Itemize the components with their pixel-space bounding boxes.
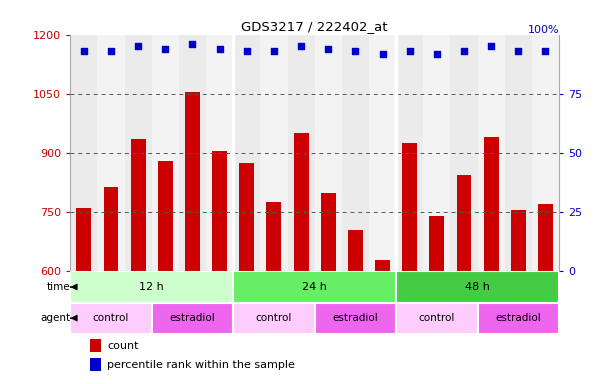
Bar (212, 151, 227, 384)
Bar (152, 35, 179, 271)
Bar (233, 303, 315, 334)
Bar (76, 208, 91, 384)
Bar (348, 230, 363, 384)
Text: time: time (47, 282, 71, 292)
Bar (396, 271, 559, 303)
Point (432, 50, 442, 56)
Bar (342, 35, 369, 271)
Bar (125, 35, 152, 271)
Text: estradiol: estradiol (170, 313, 215, 323)
Text: 12 h: 12 h (139, 282, 164, 292)
Bar (538, 204, 553, 384)
Text: percentile rank within the sample: percentile rank within the sample (107, 360, 295, 370)
Bar (206, 35, 233, 271)
Bar (450, 35, 478, 271)
Bar (90, 358, 101, 371)
Bar (430, 216, 444, 384)
Bar (478, 35, 505, 271)
Bar (532, 35, 559, 271)
Point (269, 48, 279, 54)
Bar (315, 35, 342, 271)
Point (541, 48, 551, 54)
Bar (423, 35, 450, 271)
Text: estradiol: estradiol (496, 313, 541, 323)
Point (405, 48, 415, 54)
Bar (131, 139, 145, 384)
Point (133, 43, 143, 50)
Bar (511, 210, 526, 384)
Bar (315, 303, 396, 334)
Bar (266, 202, 282, 384)
Point (79, 48, 89, 54)
Bar (185, 92, 200, 384)
Point (188, 41, 197, 47)
Bar (70, 271, 233, 303)
Point (106, 48, 116, 54)
Bar (484, 137, 499, 384)
Text: control: control (256, 313, 292, 323)
Bar (294, 133, 309, 384)
Text: control: control (419, 313, 455, 323)
Bar (456, 175, 472, 384)
Text: control: control (93, 313, 129, 323)
Bar (396, 35, 423, 271)
Bar (375, 260, 390, 384)
Bar (505, 35, 532, 271)
Bar (97, 35, 125, 271)
Bar (179, 35, 206, 271)
Point (378, 50, 387, 56)
Point (486, 43, 496, 50)
Bar (152, 303, 233, 334)
Bar (321, 192, 335, 384)
Bar (158, 161, 173, 384)
Text: count: count (107, 341, 139, 351)
Bar (240, 163, 254, 384)
Bar (369, 35, 396, 271)
Bar (103, 187, 119, 384)
Bar (288, 35, 315, 271)
Point (214, 46, 224, 52)
Bar (233, 35, 260, 271)
Bar (90, 339, 101, 352)
Point (459, 48, 469, 54)
Bar (396, 303, 478, 334)
Text: 100%: 100% (527, 25, 559, 35)
Text: agent: agent (41, 313, 71, 323)
Bar (70, 35, 97, 271)
Point (296, 43, 306, 50)
Title: GDS3217 / 222402_at: GDS3217 / 222402_at (241, 20, 388, 33)
Point (242, 48, 252, 54)
Text: estradiol: estradiol (332, 313, 378, 323)
Point (323, 46, 333, 52)
Bar (478, 303, 559, 334)
Bar (233, 271, 396, 303)
Bar (402, 143, 417, 384)
Point (351, 48, 360, 54)
Text: 24 h: 24 h (302, 282, 327, 292)
Text: 48 h: 48 h (465, 282, 490, 292)
Point (161, 46, 170, 52)
Bar (70, 303, 152, 334)
Point (513, 48, 523, 54)
Bar (260, 35, 288, 271)
